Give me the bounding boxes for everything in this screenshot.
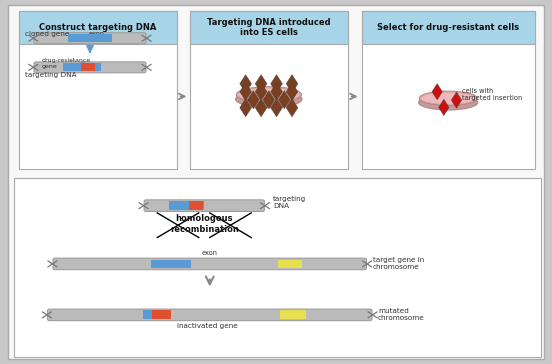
Bar xyxy=(63,63,100,71)
Text: Construct targeting DNA: Construct targeting DNA xyxy=(39,23,157,32)
Polygon shape xyxy=(263,91,275,109)
Polygon shape xyxy=(439,99,449,115)
FancyBboxPatch shape xyxy=(190,11,348,169)
Polygon shape xyxy=(278,91,290,109)
Polygon shape xyxy=(452,92,461,108)
FancyBboxPatch shape xyxy=(19,11,177,44)
Text: drug-resistance
gene: drug-resistance gene xyxy=(41,58,91,69)
Text: exon: exon xyxy=(202,250,217,256)
Ellipse shape xyxy=(418,95,478,110)
FancyBboxPatch shape xyxy=(362,11,535,169)
Text: mutated
chromosome: mutated chromosome xyxy=(378,308,425,321)
Bar xyxy=(280,310,306,319)
Bar xyxy=(278,260,302,268)
Text: cloned gene: cloned gene xyxy=(25,31,69,37)
Bar xyxy=(142,310,171,319)
Bar xyxy=(81,63,95,71)
Text: cells with
targeted insertion: cells with targeted insertion xyxy=(462,88,522,101)
FancyBboxPatch shape xyxy=(190,11,348,44)
FancyBboxPatch shape xyxy=(144,200,264,211)
FancyBboxPatch shape xyxy=(47,309,372,321)
FancyBboxPatch shape xyxy=(14,178,541,357)
FancyBboxPatch shape xyxy=(19,11,177,169)
Text: target gene in
chromosome: target gene in chromosome xyxy=(373,257,424,270)
Text: targeting DNA: targeting DNA xyxy=(25,72,77,78)
Polygon shape xyxy=(270,99,283,117)
FancyBboxPatch shape xyxy=(34,62,146,73)
Polygon shape xyxy=(247,91,259,109)
Polygon shape xyxy=(432,84,442,100)
Ellipse shape xyxy=(420,91,477,106)
Polygon shape xyxy=(286,75,298,93)
Text: targeting
DNA: targeting DNA xyxy=(273,195,306,209)
Text: Targeting DNA introduced
into ES cells: Targeting DNA introduced into ES cells xyxy=(208,17,331,37)
Ellipse shape xyxy=(236,91,302,108)
FancyBboxPatch shape xyxy=(8,5,544,359)
FancyBboxPatch shape xyxy=(34,33,146,44)
Text: inactivated gene: inactivated gene xyxy=(177,323,237,329)
Polygon shape xyxy=(270,75,283,93)
Polygon shape xyxy=(286,99,298,117)
Polygon shape xyxy=(240,75,252,93)
Polygon shape xyxy=(255,83,267,101)
Polygon shape xyxy=(255,99,267,117)
Polygon shape xyxy=(240,83,252,101)
Text: Select for drug-resistant cells: Select for drug-resistant cells xyxy=(378,23,519,32)
Polygon shape xyxy=(255,75,267,93)
Polygon shape xyxy=(240,99,252,117)
Ellipse shape xyxy=(236,87,301,103)
FancyBboxPatch shape xyxy=(362,11,535,44)
Bar xyxy=(152,310,171,319)
Polygon shape xyxy=(286,83,298,101)
Bar xyxy=(189,201,203,210)
Bar xyxy=(68,34,112,42)
Text: homologous
recombination: homologous recombination xyxy=(170,214,238,234)
Polygon shape xyxy=(270,83,283,101)
Bar xyxy=(151,260,191,268)
Text: exon: exon xyxy=(88,31,104,37)
FancyBboxPatch shape xyxy=(53,258,367,270)
Bar xyxy=(169,201,204,210)
